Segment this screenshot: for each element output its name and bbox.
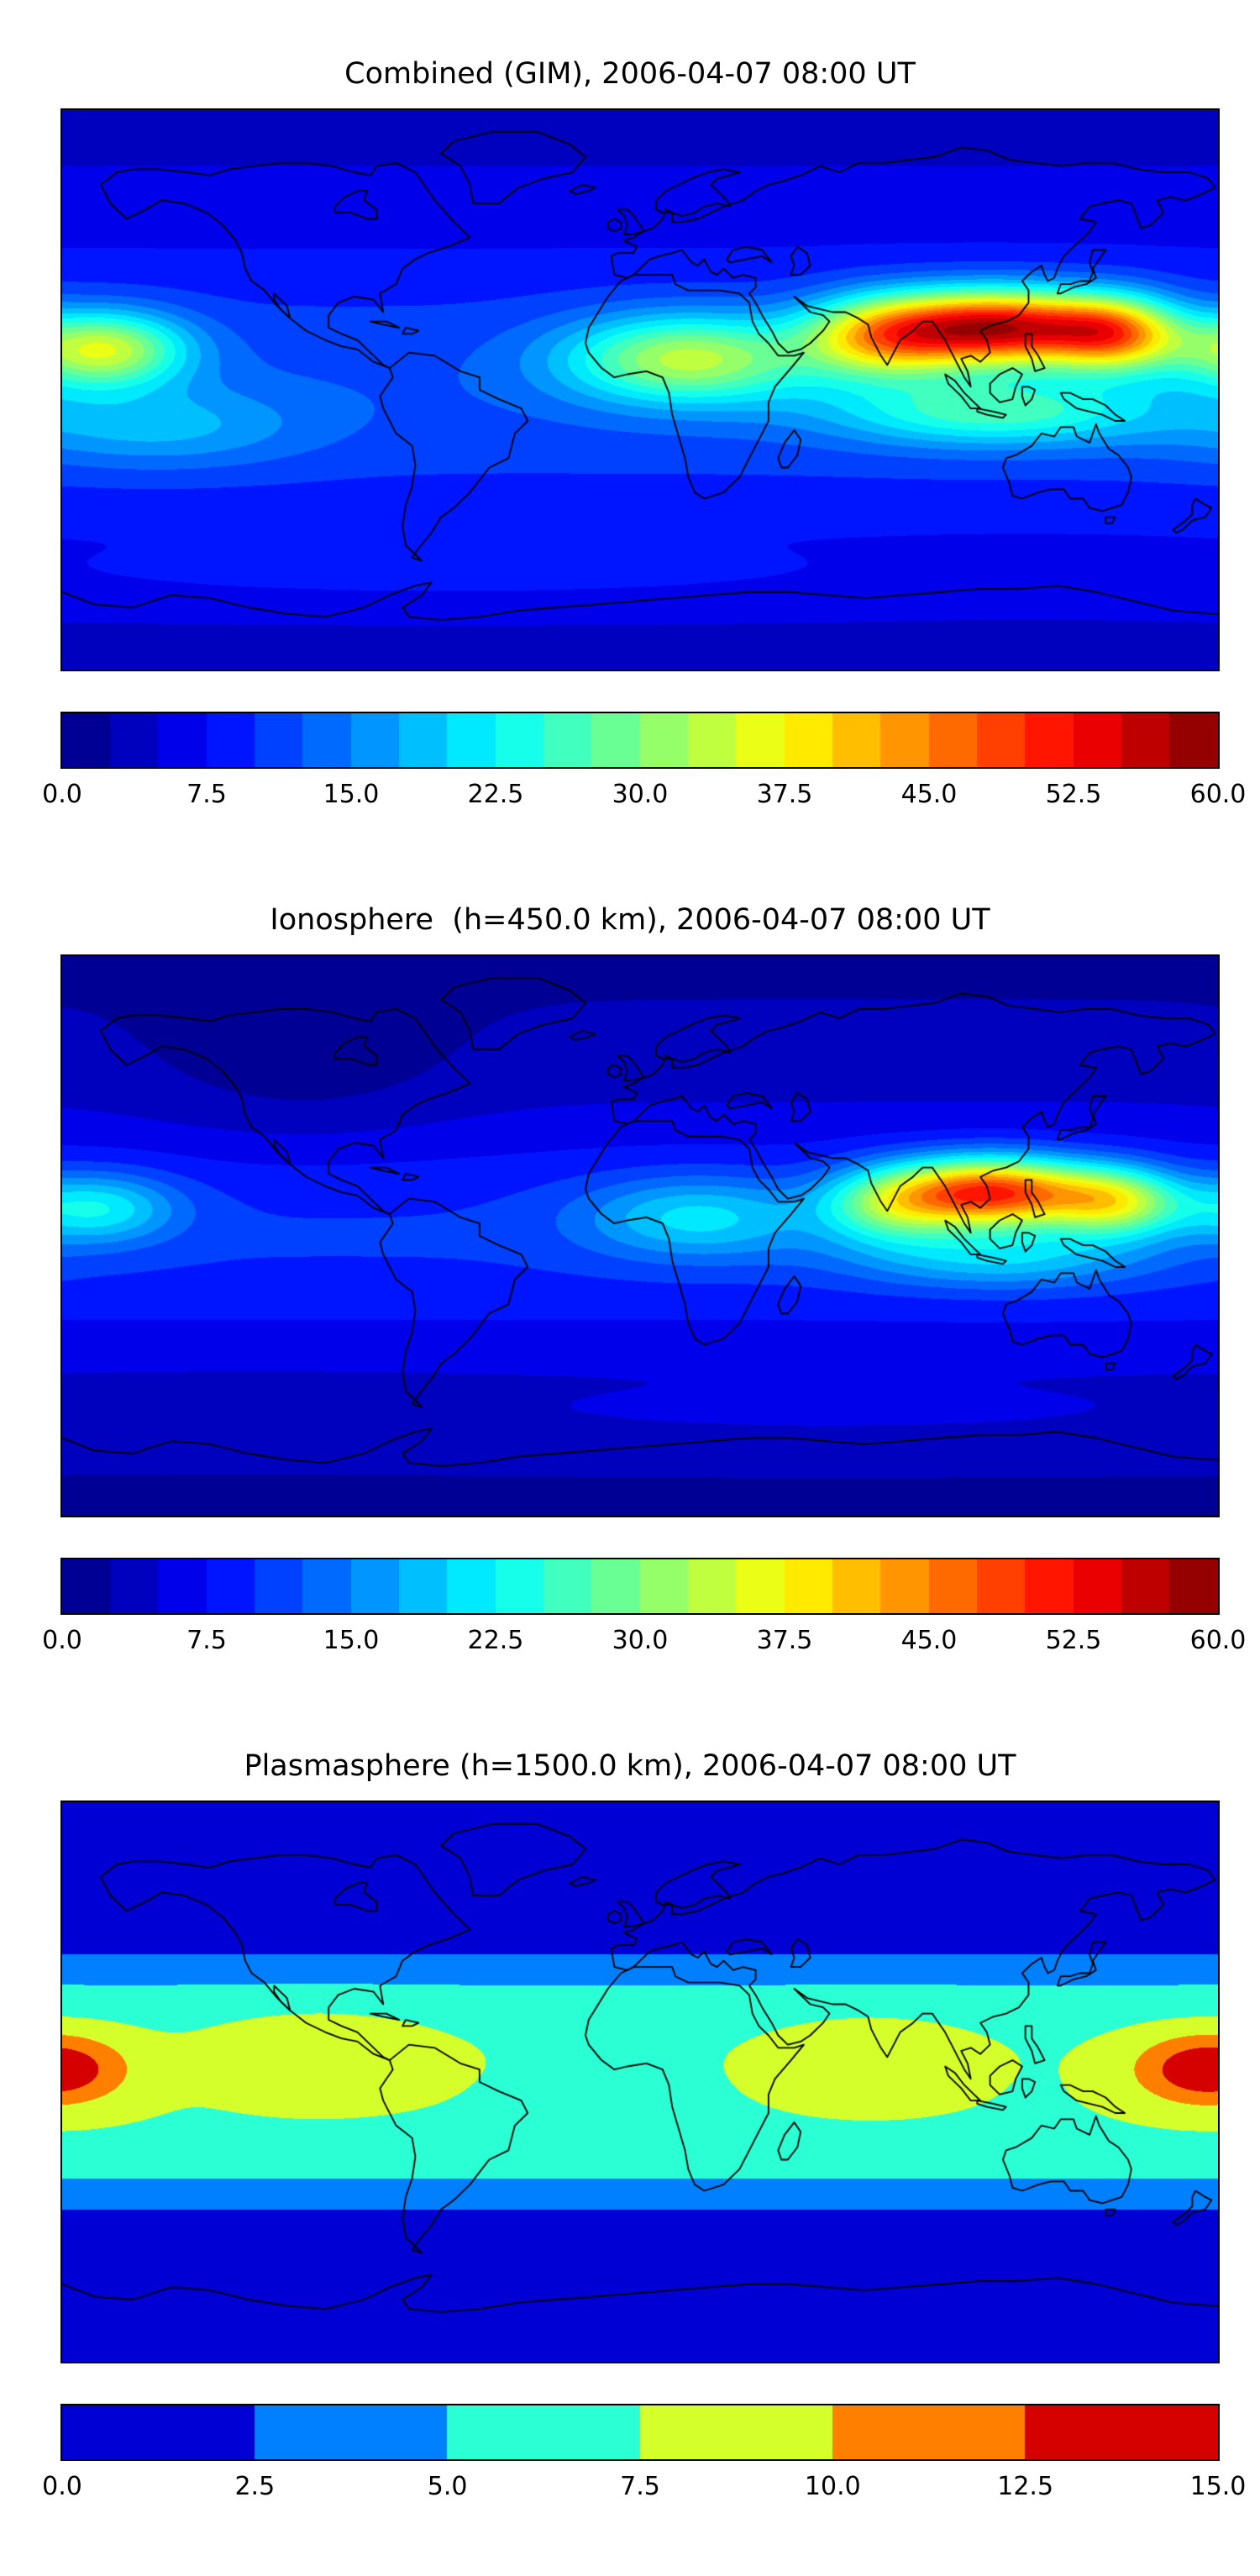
- colorbar-tick-label: 22.5: [467, 1626, 524, 1655]
- world-map-ionosphere: [60, 954, 1220, 1517]
- panel-title-combined: Combined (GIM), 2006-04-07 08:00 UT: [344, 57, 916, 91]
- colorbar-tick-label: 52.5: [1045, 1626, 1102, 1655]
- colorbar-tick-label: 10.0: [804, 2472, 861, 2501]
- colorbar-canvas-combined: [62, 713, 1218, 767]
- colorbar-tick-labels-plasmasphere: 0.0 2.5 5.0 7.5 10.0 12.5 15.0: [42, 2469, 1246, 2505]
- colorbar-tick-label: 52.5: [1045, 780, 1102, 809]
- colorbar-tick-label: 15.0: [323, 780, 380, 809]
- colorbar-tick-label: 37.5: [756, 1626, 813, 1655]
- world-map-combined: [60, 108, 1220, 671]
- panel-title-plasmasphere: Plasmasphere (h=1500.0 km), 2006-04-07 0…: [244, 1749, 1016, 1783]
- colorbar-tick-label: 12.5: [997, 2472, 1054, 2501]
- colorbar-tick-labels-combined: 0.0 7.5 15.0 22.5 30.0 37.5 45.0 52.5 60.0: [42, 777, 1246, 812]
- colorbar-tick-label: 30.0: [612, 780, 669, 809]
- colorbar-tick-label: 22.5: [467, 780, 524, 809]
- colorbar-plasmasphere: [60, 2404, 1220, 2461]
- tec-heatmap-canvas-plasmasphere: [62, 1802, 1218, 2362]
- colorbar-tick-label: 60.0: [1189, 1626, 1247, 1655]
- colorbar-tick-label: 45.0: [900, 780, 958, 809]
- panel-title-ionosphere: Ionosphere (h=450.0 km), 2006-04-07 08:0…: [270, 903, 990, 937]
- tec-maps-figure: Combined (GIM), 2006-04-07 08:00 UT 0.0 7…: [0, 55, 1260, 2576]
- colorbar-tick-label: 15.0: [323, 1626, 380, 1655]
- colorbar-tick-label: 7.5: [186, 1626, 227, 1655]
- colorbar-ionosphere: [60, 1558, 1220, 1615]
- colorbar-tick-label: 60.0: [1189, 780, 1247, 809]
- panel-plasmasphere: Plasmasphere (h=1500.0 km), 2006-04-07 0…: [0, 1748, 1260, 2505]
- colorbar-tick-label: 5.0: [427, 2472, 468, 2501]
- colorbar-canvas-ionosphere: [62, 1559, 1218, 1613]
- colorbar-tick-label: 37.5: [756, 780, 813, 809]
- colorbar-tick-label: 7.5: [186, 780, 227, 809]
- colorbar-tick-label: 0.0: [42, 1626, 82, 1655]
- colorbar-tick-label: 0.0: [42, 2472, 82, 2501]
- tec-heatmap-canvas-ionosphere: [62, 956, 1218, 1516]
- panel-combined-gim: Combined (GIM), 2006-04-07 08:00 UT 0.0 7…: [0, 55, 1260, 812]
- world-map-plasmasphere: [60, 1801, 1220, 2363]
- colorbar-tick-labels-ionosphere: 0.0 7.5 15.0 22.5 30.0 37.5 45.0 52.5 60.0: [42, 1623, 1246, 1659]
- colorbar-tick-label: 15.0: [1189, 2472, 1247, 2501]
- colorbar-tick-label: 45.0: [900, 1626, 958, 1655]
- colorbar-tick-label: 30.0: [612, 1626, 669, 1655]
- colorbar-canvas-plasmasphere: [62, 2405, 1218, 2459]
- tec-heatmap-canvas-combined: [62, 110, 1218, 670]
- colorbar-tick-label: 0.0: [42, 780, 82, 809]
- colorbar-tick-label: 7.5: [620, 2472, 660, 2501]
- colorbar-combined: [60, 712, 1220, 769]
- panel-ionosphere: Ionosphere (h=450.0 km), 2006-04-07 08:0…: [0, 902, 1260, 1659]
- colorbar-tick-label: 2.5: [234, 2472, 276, 2501]
